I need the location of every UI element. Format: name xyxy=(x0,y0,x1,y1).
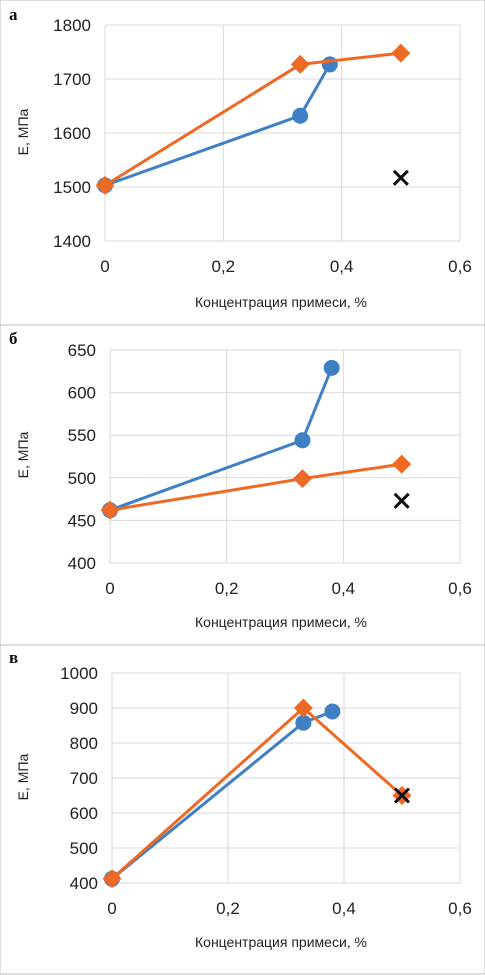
data-point-x xyxy=(393,787,411,804)
y-tick-label: 550 xyxy=(68,426,96,445)
data-point-x xyxy=(393,492,410,509)
x-tick-label: 0 xyxy=(107,899,116,918)
data-point-circle xyxy=(324,703,341,720)
panel-label: б xyxy=(9,329,18,348)
y-tick-label: 1500 xyxy=(53,178,91,197)
chart-panel-c: в Е, МПа Концентрация примеси, % 400 500 6… xyxy=(0,644,485,975)
y-axis-title: Е, МПа xyxy=(15,753,31,800)
y-tick-label: 400 xyxy=(70,874,98,893)
data-point-diamond xyxy=(102,869,122,889)
data-point-x xyxy=(392,169,409,186)
series-x xyxy=(392,169,409,186)
series-circle xyxy=(104,703,341,887)
x-marker-stroke xyxy=(393,787,411,804)
y-tick-label: 1000 xyxy=(60,664,98,683)
series-diamond xyxy=(95,43,411,195)
x-tick-label: 0,6 xyxy=(448,579,472,598)
panel-label: а xyxy=(9,5,18,24)
data-point-circle xyxy=(323,359,340,376)
data-point-circle xyxy=(295,714,312,731)
series-line xyxy=(111,706,403,880)
y-tick-label: 500 xyxy=(68,469,96,488)
series-circle xyxy=(97,56,338,194)
panel-label: в xyxy=(9,648,18,667)
y-tick-label: 500 xyxy=(70,839,98,858)
series-line xyxy=(111,710,333,880)
gridlines xyxy=(104,24,461,242)
x-tick-label: 0 xyxy=(105,579,114,598)
y-tick-label: 900 xyxy=(70,699,98,718)
series-circle xyxy=(102,359,340,519)
x-tick-label: 0 xyxy=(100,257,109,276)
series-line xyxy=(104,63,332,187)
data-point-diamond xyxy=(392,454,412,474)
chart-panel-b: б Е, МПа Концентрация примеси, % 400 450 5… xyxy=(0,324,485,646)
series-line xyxy=(104,51,402,187)
tick-labels: 1400 1500 1600 1700 1800 0 0,2 0,4 0,6 xyxy=(53,16,472,276)
gridlines xyxy=(111,672,461,884)
x-marker-stroke xyxy=(393,492,410,509)
plot-frame xyxy=(0,0,485,326)
data-point-diamond xyxy=(391,43,411,63)
data-point-circle xyxy=(292,107,309,124)
x-tick-label: 0,6 xyxy=(448,899,472,918)
y-tick-label: 650 xyxy=(68,341,96,360)
gridlines xyxy=(109,349,461,564)
data-point-diamond xyxy=(100,500,120,520)
data-point-diamond xyxy=(290,54,310,74)
series-diamond xyxy=(100,454,412,520)
y-tick-label: 1700 xyxy=(53,70,91,89)
y-tick-label: 1600 xyxy=(53,124,91,143)
data-point-diamond xyxy=(95,175,115,195)
y-tick-label: 1800 xyxy=(53,16,91,35)
x-tick-label: 0,2 xyxy=(212,257,236,276)
x-axis-title: Концентрация примеси, % xyxy=(195,294,367,310)
chart-panel-a: а Е, МПа Концентрация примеси, % 1400 150… xyxy=(0,0,485,326)
y-axis-title: Е, МПа xyxy=(15,431,31,478)
plot-frame xyxy=(0,644,485,975)
series-diamond xyxy=(102,698,412,889)
x-tick-label: 0,2 xyxy=(216,899,240,918)
x-axis-title: Концентрация примеси, % xyxy=(195,614,367,630)
y-tick-label: 1400 xyxy=(53,232,91,251)
data-point-circle xyxy=(321,56,338,73)
y-tick-label: 450 xyxy=(68,511,96,530)
data-point-diamond xyxy=(293,469,312,489)
y-tick-label: 700 xyxy=(70,769,98,788)
data-point-circle xyxy=(294,432,311,449)
x-marker-stroke xyxy=(392,169,409,186)
x-tick-label: 0,4 xyxy=(332,899,356,918)
y-tick-label: 800 xyxy=(70,734,98,753)
tick-labels: 400 500 600 700 800 900 1000 0 0,2 0,4 0,6 xyxy=(60,664,472,918)
y-axis-title: Е, МПа xyxy=(15,108,31,155)
series-x xyxy=(393,492,410,509)
tick-labels: 400 450 500 550 600 650 0 0,2 0,4 0,6 xyxy=(68,341,472,598)
y-tick-label: 400 xyxy=(68,554,96,573)
x-tick-label: 0,2 xyxy=(215,579,239,598)
x-tick-label: 0,6 xyxy=(448,257,472,276)
data-point-diamond xyxy=(293,698,313,718)
series-x xyxy=(393,787,411,804)
series-line xyxy=(109,462,402,512)
x-axis-title: Концентрация примеси, % xyxy=(195,934,367,950)
y-tick-label: 600 xyxy=(68,384,96,403)
x-tick-label: 0,4 xyxy=(332,579,356,598)
y-tick-label: 600 xyxy=(70,804,98,823)
x-tick-label: 0,4 xyxy=(330,257,354,276)
